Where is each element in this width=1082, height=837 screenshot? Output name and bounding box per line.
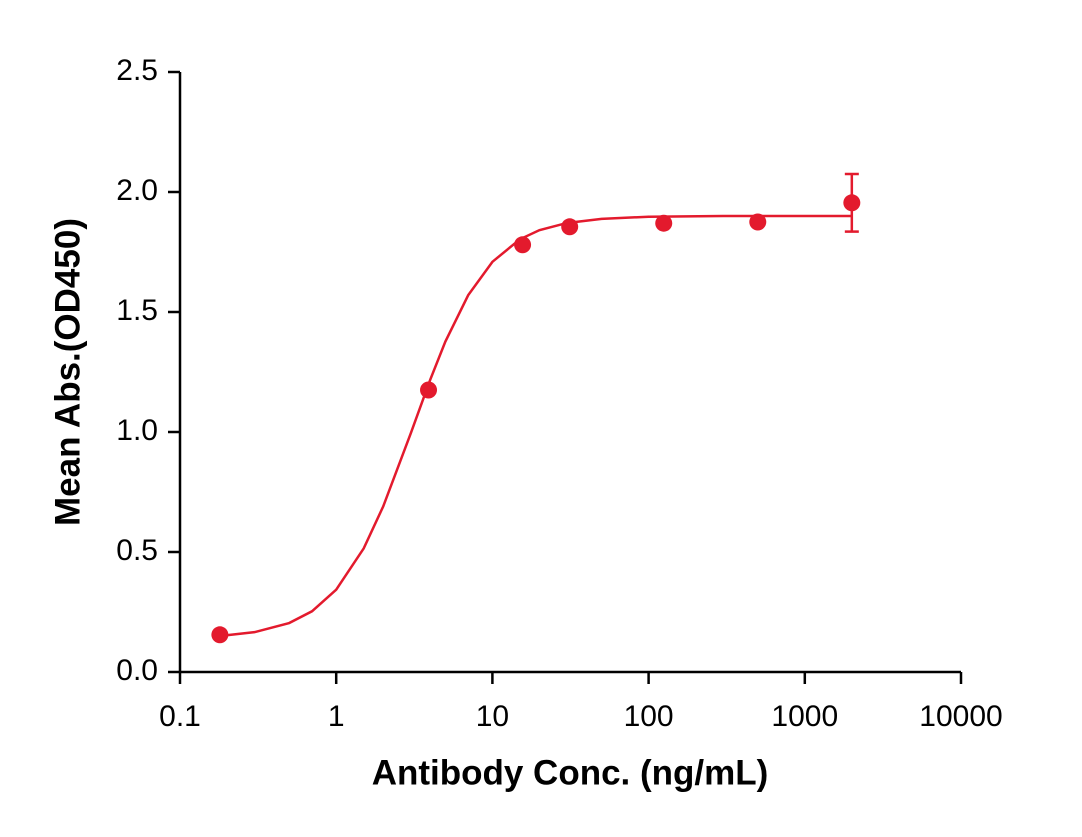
y-tick-label: 0.0 xyxy=(116,654,158,687)
y-tick-label: 0.5 xyxy=(116,534,158,567)
y-tick-label: 1.0 xyxy=(116,414,158,447)
data-point xyxy=(211,626,229,644)
x-tick-label: 10 xyxy=(476,700,509,733)
data-point xyxy=(655,214,673,232)
y-axis-title: Mean Abs.(OD450) xyxy=(48,218,87,526)
x-tick-label: 10000 xyxy=(919,700,1002,733)
x-tick-label: 1 xyxy=(328,700,345,733)
x-tick-label: 100 xyxy=(624,700,674,733)
x-axis-title: Antibody Conc. (ng/mL) xyxy=(372,753,769,792)
data-point xyxy=(420,381,438,399)
data-point xyxy=(843,194,861,212)
x-tick-label: 1000 xyxy=(771,700,838,733)
data-point xyxy=(561,218,579,236)
x-tick-label: 0.1 xyxy=(159,700,201,733)
fit-curve xyxy=(219,214,852,638)
y-tick-label: 2.5 xyxy=(116,54,158,87)
data-point xyxy=(749,213,767,231)
y-tick-label: 1.5 xyxy=(116,294,158,327)
data-point xyxy=(514,236,532,254)
y-tick-label: 2.0 xyxy=(116,174,158,207)
